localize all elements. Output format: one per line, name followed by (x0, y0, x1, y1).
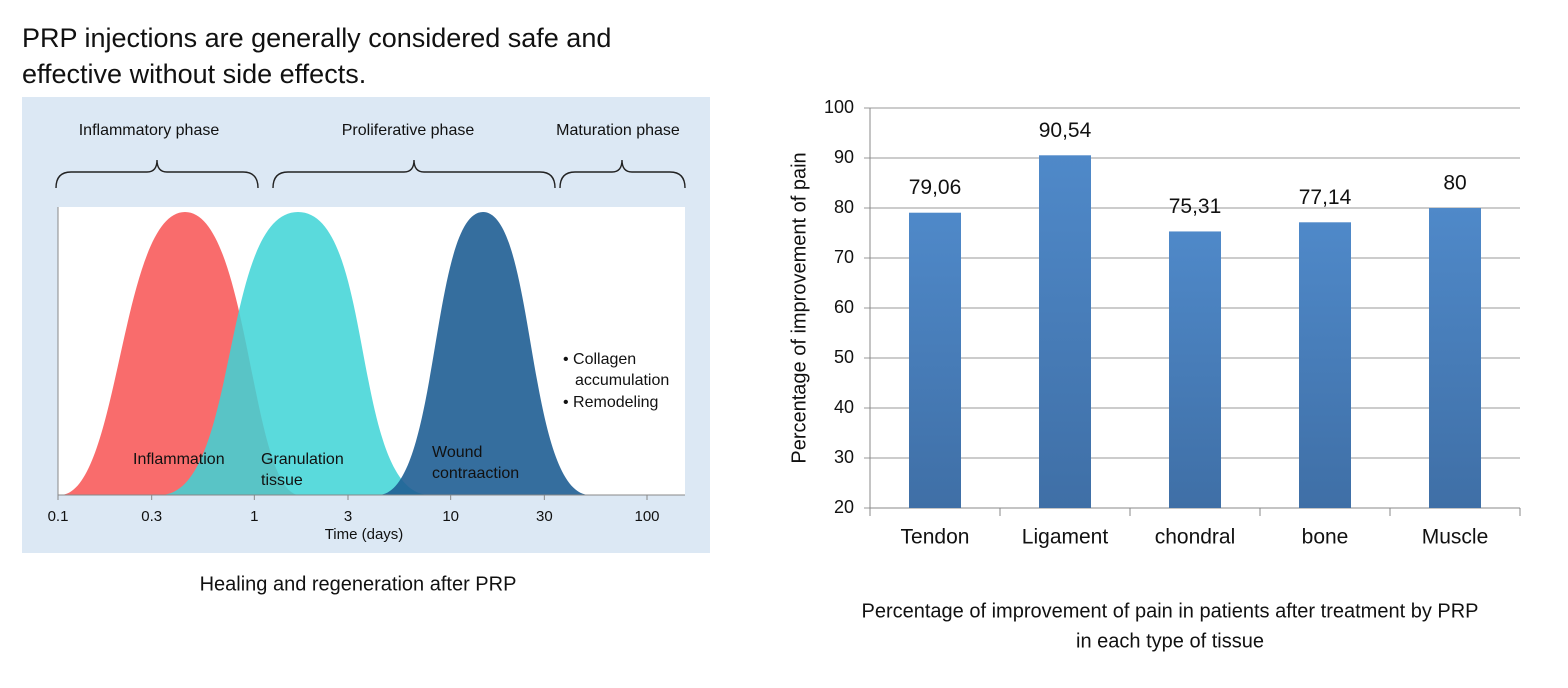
bar (1429, 208, 1481, 508)
x-tick-label: 100 (634, 508, 659, 525)
x-tick-label: 0.1 (48, 508, 69, 525)
x-tick-label: 0.3 (141, 508, 162, 525)
y-tick-label: 20 (834, 497, 854, 517)
data-label: 79,06 (909, 176, 962, 199)
phase-label: Proliferative phase (342, 122, 475, 139)
x-tick-label: 10 (442, 508, 459, 525)
y-tick-label: 70 (834, 247, 854, 267)
brace (559, 159, 686, 189)
x-tick-label: 30 (536, 508, 553, 525)
x-tick-label: Tendon (901, 526, 970, 549)
y-axis-label: Percentage of improvement of pain (788, 152, 810, 463)
phase-label: Maturation phase (556, 122, 680, 139)
x-axis-label: Time (days) (325, 526, 404, 543)
data-label: 80 (1443, 172, 1466, 195)
y-tick-label: 90 (834, 147, 854, 167)
x-tick-label: Ligament (1022, 526, 1109, 549)
bar (1299, 222, 1351, 509)
curve-label: contraaction (432, 465, 519, 482)
x-tick-label: Muscle (1422, 526, 1489, 549)
bar (909, 212, 961, 508)
y-tick-label: 50 (834, 347, 854, 367)
brace (55, 159, 259, 189)
caption: in each type of tissue (1076, 630, 1264, 652)
note: • Collagen (563, 351, 636, 368)
curve-label: Granulation (261, 451, 344, 468)
data-label: 77,14 (1299, 186, 1352, 209)
y-tick-label: 40 (834, 397, 854, 417)
y-tick-label: 100 (824, 97, 854, 117)
note: accumulation (575, 372, 669, 389)
caption: Percentage of improvement of pain in pat… (862, 600, 1479, 622)
x-tick-label: chondral (1155, 526, 1236, 549)
x-tick-label: bone (1302, 526, 1349, 549)
wound-curve (378, 212, 590, 495)
caption: Healing and regeneration after PRP (200, 573, 517, 595)
granulation-curve (160, 212, 430, 495)
data-label: 75,31 (1169, 195, 1222, 218)
data-label: 90,54 (1039, 119, 1092, 142)
bar (1169, 231, 1221, 508)
curve-label: Wound (432, 444, 482, 461)
y-tick-label: 80 (834, 197, 854, 217)
note: • Remodeling (563, 394, 658, 411)
phase-label: Inflammatory phase (79, 122, 220, 139)
bar (1039, 155, 1091, 509)
heading: PRP injections are generally considered … (22, 23, 611, 53)
y-tick-label: 30 (834, 447, 854, 467)
x-tick-label: 3 (344, 508, 352, 525)
brace (272, 159, 556, 189)
curve-label: Inflammation (133, 451, 225, 468)
heading: effective without side effects. (22, 59, 366, 89)
curve-label: tissue (261, 472, 303, 489)
x-tick-label: 1 (250, 508, 258, 525)
y-tick-label: 60 (834, 297, 854, 317)
